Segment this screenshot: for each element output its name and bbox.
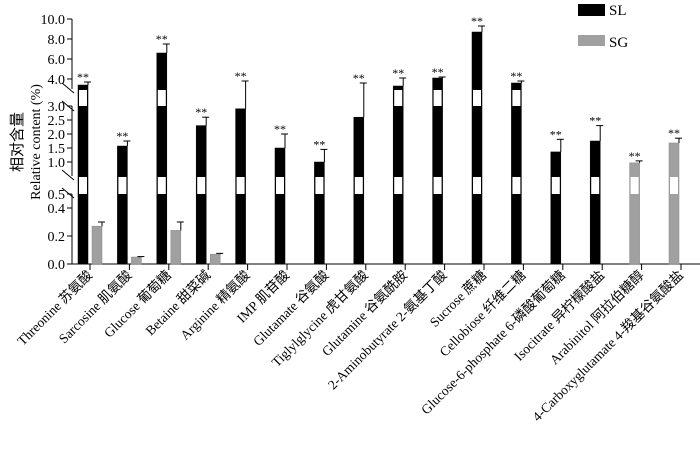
bar-break-gap (118, 177, 127, 194)
significance-mark: ** (668, 126, 680, 140)
bar-sl (511, 82, 522, 265)
bar-break-gap (512, 90, 521, 106)
bar-break-gap (512, 177, 521, 194)
y-tick-label: 1.0 (48, 156, 66, 171)
bar-break-gap (433, 177, 442, 194)
legend-label-sl: SL (609, 3, 627, 19)
bar-sg (170, 230, 182, 265)
bar-break-gap (197, 177, 206, 194)
bar-break-gap (394, 90, 403, 106)
y-tick-label: 8.0 (48, 33, 66, 48)
axis-break-mark (61, 82, 75, 94)
bar-break-gap (473, 90, 481, 106)
y-tick-label: 0.2 (48, 230, 66, 245)
y-tick-label: 2.5 (48, 114, 66, 129)
bar-break-gap (433, 90, 442, 106)
bar-break-gap (157, 90, 166, 106)
y-axis-label: Relative content (%) (29, 84, 44, 200)
bar-sl (274, 147, 286, 265)
bar-sl (77, 84, 89, 265)
bar-sg (209, 253, 221, 265)
bar-sl (471, 31, 483, 265)
x-tick-label: Glucose-6-phosphate 6-磷酸葡萄糖 (418, 268, 568, 418)
y-tick-label: 6.0 (48, 53, 66, 68)
significance-mark: ** (589, 114, 601, 128)
bar-sl (432, 77, 443, 265)
bar-sg (629, 162, 640, 265)
bar-break-gap (551, 177, 560, 194)
y-tick-label: 0.5 (48, 188, 66, 203)
bar-break-gap (473, 177, 481, 194)
bar-sl (392, 85, 404, 265)
bar-break-gap (79, 177, 87, 194)
bar-break-gap (354, 177, 363, 194)
bar-sl (156, 52, 168, 265)
bar-break-gap (157, 177, 166, 194)
x-tick-label: Arginine 精氨酸 (177, 267, 253, 343)
bar-sg (668, 142, 680, 265)
bar-break-gap (591, 177, 600, 194)
y-tick-label: 4.0 (48, 73, 66, 88)
y-tick-label: 10.0 (41, 13, 66, 28)
axis-break-mark (61, 187, 75, 199)
y-tick-label: 2.0 (48, 128, 66, 143)
bar-break-gap (630, 177, 639, 194)
legend-swatch-sg (578, 35, 605, 46)
bar-sg (131, 256, 142, 265)
significance-mark: ** (156, 32, 168, 46)
significance-mark: ** (235, 69, 247, 83)
bar-break-gap (276, 177, 284, 194)
legend: SL SG (578, 3, 628, 51)
y-tick-label: 0.4 (48, 202, 66, 217)
bar-sl (550, 151, 562, 265)
significance-mark: ** (629, 149, 641, 163)
y-axis-label-cn: 相对含量 (9, 112, 26, 172)
bar-sg (91, 225, 103, 265)
significance-mark: ** (432, 65, 444, 79)
significance-mark: ** (510, 69, 522, 83)
significance-mark: ** (550, 127, 562, 141)
significance-mark: ** (392, 66, 404, 80)
legend-label-sg: SG (609, 35, 628, 51)
bar-sl (195, 125, 207, 265)
significance-mark: ** (471, 14, 483, 28)
bar-break-gap (236, 177, 245, 194)
bar-break-gap (394, 177, 403, 194)
bar-break-gap (79, 90, 87, 106)
significance-mark: ** (195, 105, 207, 119)
bar-sl (589, 140, 601, 265)
significance-mark: ** (77, 70, 89, 84)
significance-mark: ** (274, 122, 286, 136)
legend-swatch-sl (578, 4, 605, 16)
y-tick-label: 1.5 (48, 142, 66, 157)
bar-sl (314, 161, 325, 265)
y-tick-label: 0.0 (48, 258, 66, 273)
significance-mark: ** (353, 71, 365, 85)
significance-mark: ** (313, 137, 325, 151)
axis-break-mark (61, 169, 75, 181)
bar-break-gap (315, 177, 324, 194)
bar-break-gap (670, 177, 678, 194)
y-tick-label: 3.0 (48, 100, 66, 115)
significance-mark: ** (116, 129, 128, 143)
bar-sl (117, 145, 128, 265)
